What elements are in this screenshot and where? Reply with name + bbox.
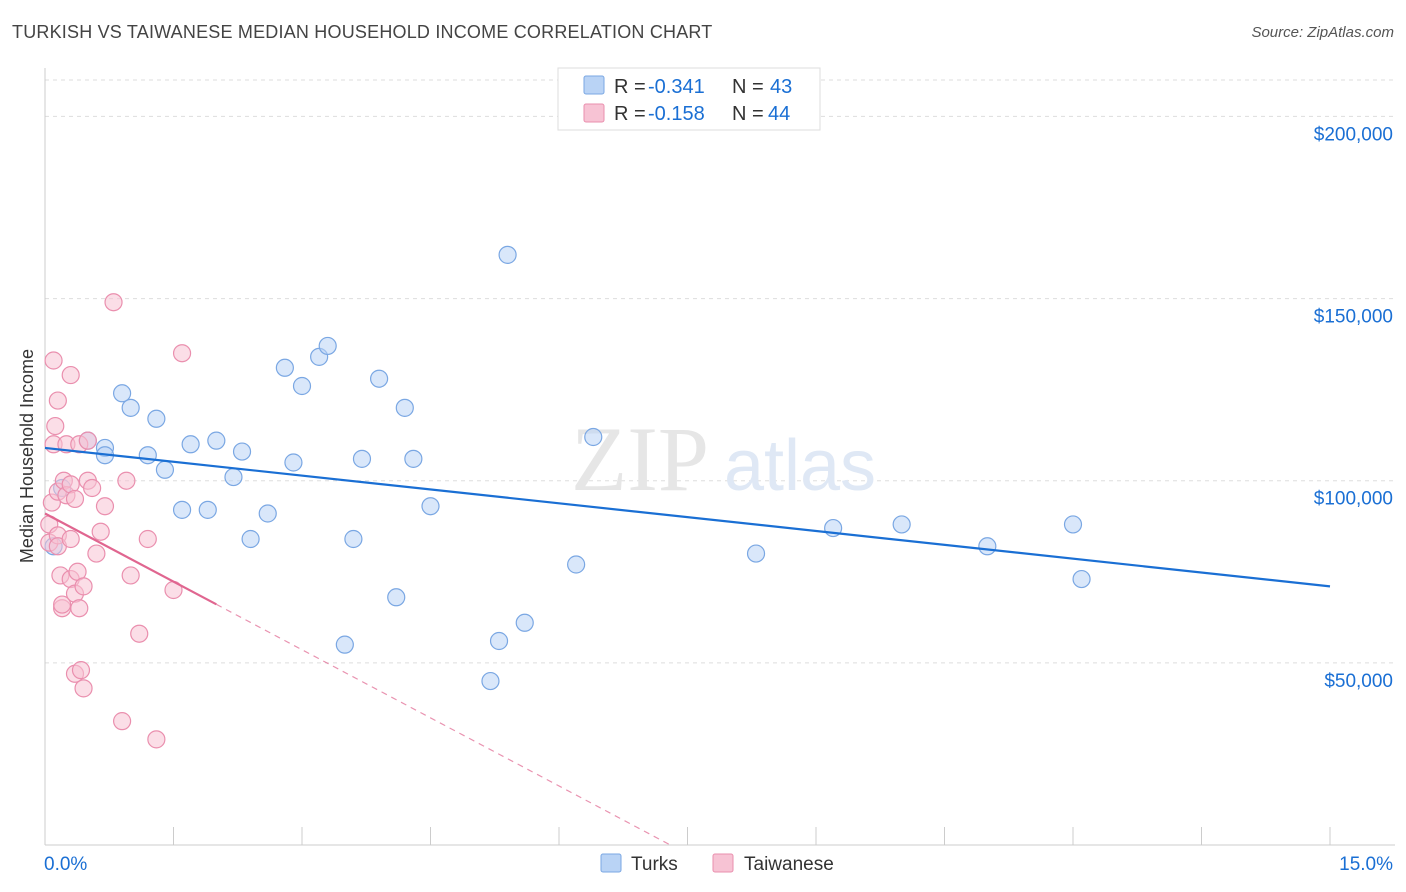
point-taiwanese-5 xyxy=(46,416,65,436)
point-turks-22 xyxy=(318,336,337,356)
point-turks-13 xyxy=(207,431,226,450)
point-turks-34 xyxy=(515,613,534,632)
point-turks-6 xyxy=(121,398,140,417)
point-turks-36 xyxy=(584,427,603,447)
legend-n-label-turks: N = xyxy=(732,76,764,98)
legend-r-label-taiwanese: R = xyxy=(614,103,646,125)
tick-labels: $50,000 $100,000 $150,000 $200,000 0.0% 15.0% xyxy=(44,124,1393,875)
legend-top: R = -0.341 N = 43 R = -0.158 N = 44 xyxy=(557,67,821,131)
point-turks-41 xyxy=(1063,515,1083,534)
point-taiwanese-34 xyxy=(95,497,115,516)
point-turks-35 xyxy=(567,555,586,574)
y-axis-label: Median Household Income xyxy=(17,349,37,563)
point-turks-42 xyxy=(1072,569,1091,589)
point-taiwanese-39 xyxy=(130,624,149,643)
watermark-atlas: atlas xyxy=(724,426,876,506)
legend-r-value-turks: -0.341 xyxy=(648,76,705,98)
grid-lines xyxy=(45,79,1395,664)
point-taiwanese-27 xyxy=(74,679,93,698)
point-turks-37 xyxy=(746,544,766,563)
trend-line-taiwanese xyxy=(44,512,217,606)
legend-n-value-taiwanese: 44 xyxy=(768,103,790,125)
point-turks-28 xyxy=(395,398,414,417)
point-turks-8 xyxy=(147,409,166,428)
point-taiwanese-12 xyxy=(53,595,72,614)
point-turks-10 xyxy=(172,500,192,519)
y-tick-label-1: $100,000 xyxy=(1314,489,1393,510)
legend-bottom-label-turks: Turks xyxy=(631,854,678,875)
legend-bottom-swatch-turks xyxy=(600,853,622,873)
point-taiwanese-38 xyxy=(121,566,140,585)
legend-r-value-taiwanese: -0.158 xyxy=(648,103,705,125)
point-turks-27 xyxy=(387,588,406,607)
point-turks-16 xyxy=(241,529,260,549)
y-tick-label-0: $50,000 xyxy=(1324,671,1393,692)
legend-swatch-taiwanese xyxy=(583,103,605,123)
point-taiwanese-17 xyxy=(61,365,80,385)
point-turks-31 xyxy=(481,671,500,691)
point-turks-5 xyxy=(112,384,132,403)
point-taiwanese-37 xyxy=(117,471,136,490)
point-taiwanese-43 xyxy=(172,344,192,363)
trend-line-dashed-taiwanese xyxy=(216,603,671,846)
point-taiwanese-32 xyxy=(87,544,106,563)
point-taiwanese-20 xyxy=(65,489,85,509)
point-turks-23 xyxy=(335,635,354,654)
point-turks-40 xyxy=(978,537,997,556)
point-taiwanese-28 xyxy=(74,577,93,596)
legend-bottom: Turks Taiwanese xyxy=(600,853,834,875)
trend-lines xyxy=(44,446,1331,846)
y-tick-label-2: $150,000 xyxy=(1314,307,1393,328)
watermark-zip: ZIP xyxy=(571,408,709,510)
point-turks-32 xyxy=(489,631,509,651)
legend-swatch-turks xyxy=(583,75,605,95)
point-taiwanese-6 xyxy=(48,391,67,410)
point-taiwanese-25 xyxy=(70,599,89,618)
point-turks-19 xyxy=(284,453,303,472)
point-turks-17 xyxy=(258,504,277,523)
point-turks-9 xyxy=(155,460,175,479)
point-turks-7 xyxy=(138,446,157,465)
point-turks-14 xyxy=(224,467,243,487)
y-tick-label-3: $200,000 xyxy=(1314,124,1393,145)
point-turks-25 xyxy=(352,449,372,468)
legend-r-label-turks: R = xyxy=(614,76,646,98)
data-points xyxy=(40,245,1091,749)
point-taiwanese-40 xyxy=(138,529,157,549)
point-taiwanese-33 xyxy=(91,522,110,541)
legend-bottom-swatch-taiwanese xyxy=(712,853,734,873)
point-turks-26 xyxy=(370,369,389,388)
point-taiwanese-41 xyxy=(147,730,166,749)
watermark: ZIP atlas xyxy=(571,408,876,510)
point-turks-18 xyxy=(275,358,294,377)
point-taiwanese-31 xyxy=(83,478,102,498)
point-turks-30 xyxy=(421,497,440,516)
source-label: Source: ZipAtlas.com xyxy=(1251,24,1394,41)
point-taiwanese-26 xyxy=(71,661,91,680)
point-turks-20 xyxy=(292,376,312,396)
x-tick-label-1: 15.0% xyxy=(1339,854,1393,875)
point-turks-12 xyxy=(198,500,217,519)
legend-bottom-label-taiwanese: Taiwanese xyxy=(744,854,834,875)
point-turks-15 xyxy=(232,442,252,461)
point-turks-39 xyxy=(892,515,911,534)
point-turks-33 xyxy=(498,245,517,264)
legend-n-value-turks: 43 xyxy=(770,76,792,98)
axes xyxy=(44,68,1395,846)
point-turks-29 xyxy=(404,449,423,468)
x-tick-label-0: 0.0% xyxy=(44,854,87,875)
legend-n-label-taiwanese: N = xyxy=(732,103,764,125)
chart-title: TURKISH VS TAIWANESE MEDIAN HOUSEHOLD IN… xyxy=(12,22,713,42)
point-taiwanese-4 xyxy=(44,351,63,370)
point-turks-24 xyxy=(344,529,363,549)
point-taiwanese-35 xyxy=(104,293,123,312)
point-taiwanese-30 xyxy=(78,431,97,450)
trend-line-turks xyxy=(44,446,1331,588)
point-taiwanese-36 xyxy=(112,712,132,731)
point-turks-11 xyxy=(181,435,200,454)
point-taiwanese-18 xyxy=(61,529,80,549)
